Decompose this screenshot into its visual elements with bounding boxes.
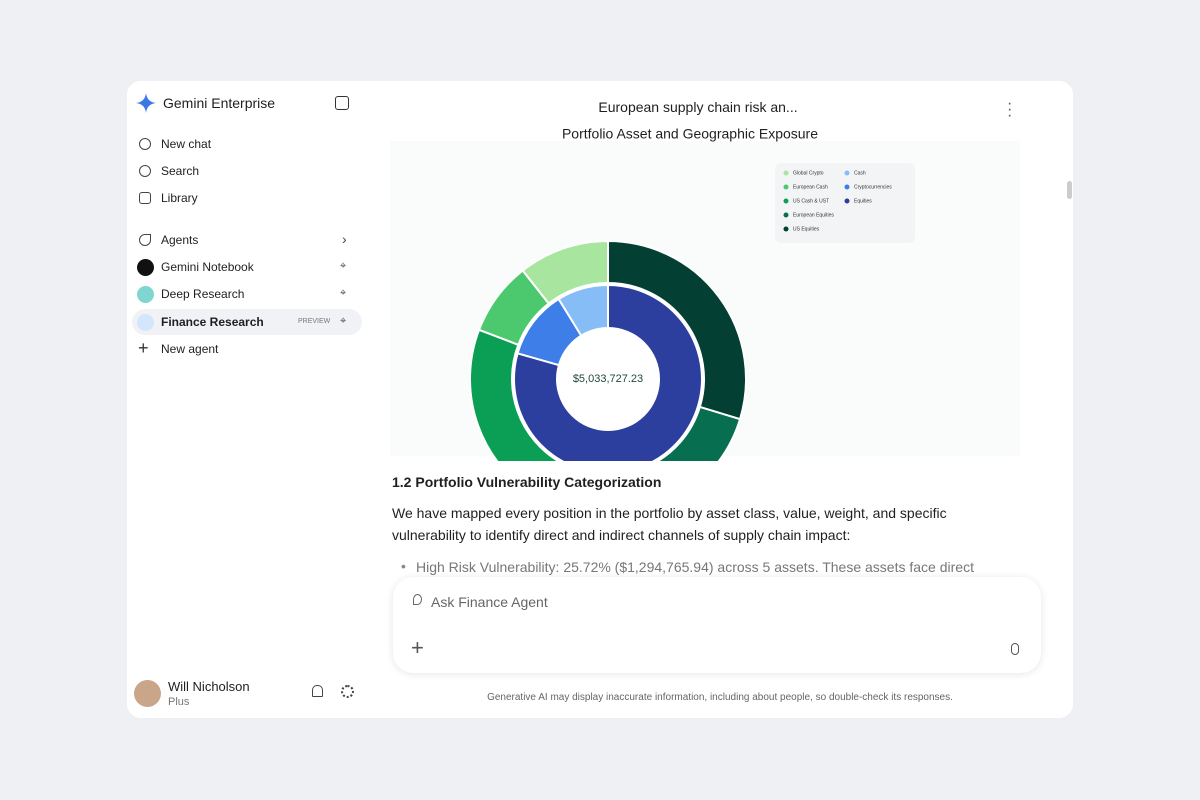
donut-segment bbox=[521, 239, 609, 305]
more-menu[interactable]: · · · bbox=[1007, 95, 1013, 124]
agent-icon bbox=[137, 259, 154, 276]
brand-name: Gemini Enterprise bbox=[163, 95, 276, 111]
settings-button[interactable] bbox=[341, 685, 354, 698]
legend-swatch bbox=[844, 198, 850, 204]
nav-search[interactable]: Search bbox=[127, 164, 367, 188]
legend-swatch bbox=[783, 198, 789, 204]
legend-label: US Cash & UST bbox=[793, 198, 829, 204]
legend-swatch bbox=[783, 170, 789, 176]
donut-segment bbox=[607, 239, 747, 421]
add-button[interactable]: + bbox=[411, 635, 424, 660]
legend-label: US Equities bbox=[793, 226, 820, 232]
conversation-title: European supply chain risk an... bbox=[598, 99, 798, 115]
disclaimer: Generative AI may display inaccurate inf… bbox=[487, 692, 953, 703]
user-plan: Plus bbox=[168, 696, 190, 708]
preview-badge: PREVIEW bbox=[298, 318, 331, 325]
app-window: Gemini Enterprise New chat Search Librar… bbox=[127, 81, 1073, 718]
legend-label: European Equities bbox=[793, 212, 834, 218]
legend-swatch bbox=[844, 184, 850, 190]
nav-label: Library bbox=[161, 191, 198, 205]
nav-agents[interactable]: Agents › bbox=[127, 231, 367, 257]
agent-gemini-notebook[interactable]: Gemini Notebook ⌖ bbox=[127, 259, 367, 284]
brand-logo bbox=[136, 93, 156, 113]
section-heading: 1.2 Portfolio Vulnerability Categorizati… bbox=[392, 474, 662, 490]
input-placeholder: Ask Finance Agent bbox=[431, 594, 548, 610]
chart: Portfolio Asset and Geographic Exposure … bbox=[390, 126, 1020, 461]
legend-label: Cash bbox=[854, 170, 866, 176]
donut-hole bbox=[556, 327, 660, 431]
nav-label: New agent bbox=[161, 342, 219, 356]
nav-label: Search bbox=[161, 164, 200, 178]
paragraph: We have mapped every position in the por… bbox=[392, 505, 947, 543]
new-agent[interactable]: + New agent bbox=[127, 338, 367, 366]
legend-label: Equities bbox=[854, 198, 872, 204]
avatar[interactable] bbox=[134, 680, 161, 707]
nav-label: New chat bbox=[161, 137, 212, 151]
mic-button[interactable] bbox=[1011, 643, 1019, 655]
user-name: Will Nicholson bbox=[168, 679, 250, 694]
nav-label: Agents bbox=[161, 233, 199, 247]
pin-icon[interactable]: ⌖ bbox=[340, 287, 347, 299]
bullet-dot: • bbox=[401, 558, 406, 574]
agent-label: Deep Research bbox=[161, 287, 245, 301]
main-panel: European supply chain risk an... · · · Por… bbox=[367, 81, 1073, 718]
agent-label: Gemini Notebook bbox=[161, 260, 254, 274]
input-box[interactable]: Ask Finance Agent + bbox=[393, 577, 1041, 673]
scrollbar bbox=[1067, 181, 1072, 199]
agent-finance-research[interactable]: Finance Research PREVIEW ⌖ bbox=[132, 309, 362, 335]
pin-icon[interactable]: ⌖ bbox=[340, 315, 347, 327]
chart-title: Portfolio Asset and Geographic Exposure bbox=[562, 126, 818, 142]
nav-new-chat[interactable]: New chat bbox=[127, 137, 367, 161]
plus-icon: + bbox=[138, 338, 149, 358]
legend-swatch bbox=[783, 212, 789, 218]
location-icon bbox=[413, 594, 422, 605]
legend-swatch bbox=[783, 226, 789, 232]
legend-label: Cryptocurrencies bbox=[854, 184, 892, 190]
collapse-button[interactable] bbox=[335, 96, 349, 110]
agent-icon bbox=[137, 286, 154, 303]
agent-icon bbox=[137, 314, 154, 331]
chevron: › bbox=[342, 231, 347, 247]
legend-label: Global Crypto bbox=[793, 170, 824, 176]
sidebar: Gemini Enterprise New chat Search Librar… bbox=[127, 81, 367, 718]
agent-deep-research[interactable]: Deep Research ⌖ bbox=[127, 286, 367, 311]
nav-library[interactable]: Library bbox=[127, 191, 367, 215]
legend-swatch bbox=[844, 170, 850, 176]
pin-icon[interactable]: ⌖ bbox=[340, 260, 347, 272]
center-label: $5,033,727.23 bbox=[573, 373, 643, 385]
donut-segment bbox=[559, 405, 742, 461]
legend bbox=[775, 163, 915, 243]
bullet-text: High Risk Vulnerability: 25.72% ($1,294,… bbox=[416, 559, 974, 575]
legend-swatch bbox=[783, 184, 789, 190]
notifications-button[interactable] bbox=[312, 685, 323, 697]
legend-label: European Cash bbox=[793, 184, 828, 190]
agent-label: Finance Research bbox=[161, 315, 264, 329]
